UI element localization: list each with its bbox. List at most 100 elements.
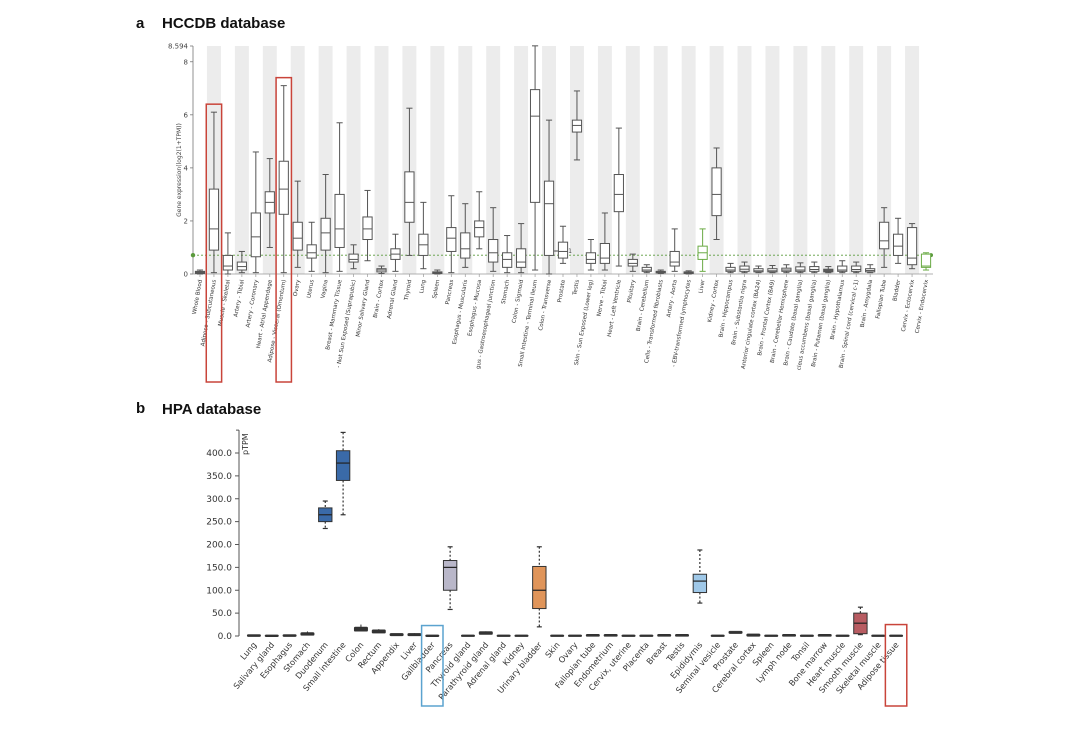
x-tick-label: Liver xyxy=(698,279,706,294)
box-iqr xyxy=(264,634,279,637)
box-iqr xyxy=(474,220,485,238)
box-33 xyxy=(835,634,850,637)
box-iqr xyxy=(799,634,814,637)
box-iqr xyxy=(585,252,597,264)
box-28 xyxy=(585,239,597,271)
x-tick-label: Breast xyxy=(644,639,669,666)
box-37 xyxy=(711,147,722,241)
box-iqr xyxy=(335,450,351,481)
box-iqr xyxy=(222,254,234,271)
box-35 xyxy=(683,270,694,275)
box-30 xyxy=(782,634,797,637)
x-tick-label: Pancreas xyxy=(445,279,455,305)
box-iqr xyxy=(488,239,499,263)
background-band xyxy=(765,46,780,274)
box-36 xyxy=(889,634,904,637)
box-13 xyxy=(478,631,493,635)
box-30 xyxy=(613,127,624,267)
y-axis-title: pTPM xyxy=(241,433,250,455)
box-34 xyxy=(853,606,868,636)
box-3 xyxy=(236,250,247,274)
box-iqr xyxy=(404,171,415,223)
box-iqr xyxy=(711,167,722,217)
box-1 xyxy=(208,111,220,274)
x-tick-label: Stomach xyxy=(501,279,511,305)
box-iqr xyxy=(621,634,636,637)
box-27 xyxy=(728,630,743,634)
box-iqr xyxy=(879,221,890,250)
background-band xyxy=(653,46,668,274)
box-43 xyxy=(795,262,806,274)
box-8 xyxy=(389,633,404,637)
y-tick-label: 200.0 xyxy=(206,541,232,551)
box-iqr xyxy=(282,634,297,637)
box-39 xyxy=(739,261,750,274)
box-iqr xyxy=(837,265,848,272)
box-iqr xyxy=(348,253,359,263)
box-iqr xyxy=(764,634,779,637)
y-tick-label: 4 xyxy=(184,164,189,172)
box-iqr xyxy=(767,268,778,273)
box-24 xyxy=(529,45,541,271)
x-tick-label: Thyroid xyxy=(404,279,414,302)
x-tick-label: Prostate xyxy=(557,279,567,303)
box-50 xyxy=(892,217,904,264)
box-iqr xyxy=(728,630,743,634)
background-band xyxy=(318,46,333,274)
box-19 xyxy=(585,634,600,637)
x-tick-label: Vagina xyxy=(320,279,329,299)
box-15 xyxy=(404,107,415,256)
box-iqr xyxy=(746,633,761,637)
box-iqr xyxy=(613,174,624,213)
box-iqr xyxy=(460,634,475,637)
box-iqr xyxy=(278,160,289,215)
box-42 xyxy=(781,264,792,274)
box-40 xyxy=(753,265,764,274)
background-band xyxy=(821,46,836,274)
box-31 xyxy=(627,253,638,272)
box-17 xyxy=(550,634,565,637)
background-band xyxy=(374,46,389,274)
box-18 xyxy=(446,195,457,274)
background-band xyxy=(737,46,752,274)
box-35 xyxy=(871,634,886,637)
box-5 xyxy=(335,431,351,516)
box-iqr xyxy=(725,266,736,272)
box-52 xyxy=(920,252,932,271)
y-tick-label: 2 xyxy=(184,217,188,225)
x-tick-label: Testis xyxy=(572,279,581,296)
x-tick-label: Ovary xyxy=(293,279,302,297)
background-band xyxy=(458,46,473,274)
panel-a-label: a xyxy=(136,15,145,32)
box-iqr xyxy=(502,252,513,268)
box-23 xyxy=(516,223,527,274)
box-21 xyxy=(621,634,636,637)
y-max-label: 8.594 xyxy=(168,43,189,51)
background-band xyxy=(905,46,920,274)
y-tick-label: 0 xyxy=(184,271,188,279)
box-7 xyxy=(292,180,303,268)
box-iqr xyxy=(851,265,862,272)
box-iqr xyxy=(320,217,331,251)
box-15 xyxy=(514,634,529,637)
y-tick-label: 50.0 xyxy=(212,609,232,619)
box-iqr xyxy=(306,244,317,259)
box-iqr xyxy=(892,233,904,256)
y-tick-label: 150.0 xyxy=(206,563,232,573)
box-iqr xyxy=(568,634,582,637)
background-band xyxy=(234,46,249,274)
box-4 xyxy=(250,151,261,274)
box-iqr xyxy=(236,261,247,271)
box-16 xyxy=(532,546,547,628)
x-tick-label: Uterus xyxy=(307,279,316,298)
box-6 xyxy=(278,85,289,274)
box-4 xyxy=(318,500,333,530)
box-iqr xyxy=(543,180,555,256)
box-iqr xyxy=(753,268,764,273)
box-21 xyxy=(488,207,499,272)
box-iqr xyxy=(514,634,529,637)
box-iqr xyxy=(292,221,303,251)
highlight-frame xyxy=(205,103,223,383)
box-46 xyxy=(837,260,848,274)
